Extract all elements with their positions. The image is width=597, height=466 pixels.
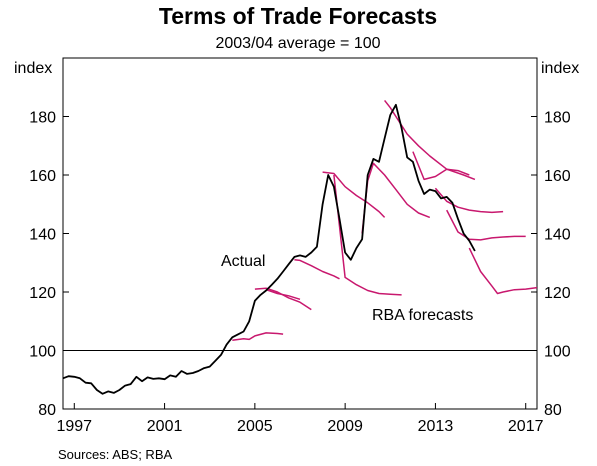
y-tick-label-right: 140 <box>544 227 571 244</box>
right-axis-unit: index <box>541 60 579 77</box>
y-tick-label-right: 180 <box>544 110 571 127</box>
chart-title: Terms of Trade Forecasts <box>159 3 437 29</box>
sources-note: Sources: ABS; RBA <box>58 447 172 462</box>
x-tick-label: 1997 <box>56 418 92 435</box>
x-tick-label: 2013 <box>418 418 454 435</box>
y-tick-label-left: 140 <box>29 227 56 244</box>
y-tick-label-right: 80 <box>544 402 562 419</box>
forecast-line <box>232 332 284 342</box>
y-tick-label-right: 160 <box>544 168 571 185</box>
y-tick-label-right: 100 <box>544 344 571 361</box>
forecast-line <box>412 151 470 181</box>
actual-label: Actual <box>221 253 265 270</box>
forecast-line <box>434 187 504 214</box>
actual-line <box>62 103 476 395</box>
forecast-line <box>254 287 312 311</box>
x-tick-label: 2001 <box>147 418 183 435</box>
y-tick-label-left: 180 <box>29 110 56 127</box>
forecast-line <box>468 247 538 295</box>
x-tick-label: 2009 <box>327 418 363 435</box>
x-tick-label: 2017 <box>508 418 544 435</box>
actual-series <box>62 103 476 395</box>
y-tick-label-left: 80 <box>38 402 56 419</box>
y-tick-label-left: 120 <box>29 285 56 302</box>
chart-subtitle: 2003/04 average = 100 <box>215 35 380 52</box>
y-tick-label-left: 100 <box>29 344 56 361</box>
y-tick-label-left: 160 <box>29 168 56 185</box>
rba-forecasts-label: RBA forecasts <box>372 307 473 324</box>
left-axis-unit: index <box>14 60 52 77</box>
x-axis-ticks: 1997 2001 2005 2009 2013 2017 <box>56 403 544 435</box>
plot-area-frame <box>62 57 538 410</box>
forecast-line <box>361 162 431 234</box>
forecast-line <box>265 288 301 301</box>
y-axis-ticks: 80 80 100 100 120 120 140 140 160 160 180 180 <box>29 110 571 420</box>
forecast-line <box>322 171 386 218</box>
x-tick-label: 2005 <box>237 418 273 435</box>
forecast-line <box>333 174 402 296</box>
forecast-line <box>294 259 340 280</box>
y-tick-label-right: 120 <box>544 285 571 302</box>
forecast-line <box>446 209 526 241</box>
